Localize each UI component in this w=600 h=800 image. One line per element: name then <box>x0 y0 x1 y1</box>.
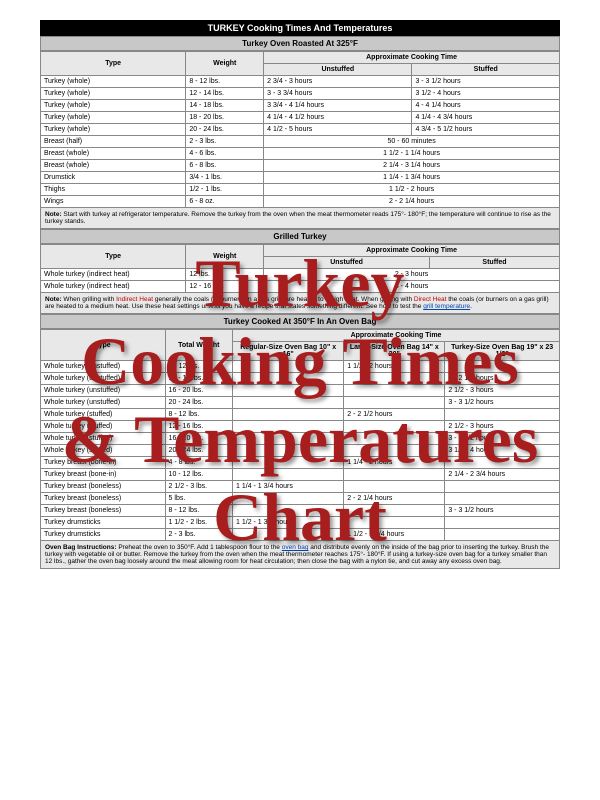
table-row: Whole turkey (stuffed)16 - 20 lbs.3 - 3 … <box>41 433 560 445</box>
s2-note-row: Note: When grilling with Indirect Heat g… <box>41 293 560 314</box>
s1-note-row: Note: Start with turkey at refrigerator … <box>41 208 560 229</box>
table-row: Whole turkey (stuffed)20 - 24 lbs.3 1/2 … <box>41 445 560 457</box>
section1-title: Turkey Oven Roasted At 325°F <box>40 36 560 51</box>
table-row: Breast (whole)6 - 8 lbs.2 1/4 - 3 1/4 ho… <box>41 160 560 172</box>
table-row: Turkey breast (boneless)2 1/2 - 3 lbs.1 … <box>41 481 560 493</box>
table-row: Whole turkey (stuffed)8 - 12 lbs.2 - 2 1… <box>41 409 560 421</box>
s2-unstuffed-header: Unstuffed <box>264 257 430 269</box>
table-row: Whole turkey (indirect heat)12 lbs.2 - 3… <box>41 269 560 281</box>
table-row: Thighs1/2 - 1 lbs.1 1/2 - 2 hours <box>41 184 560 196</box>
table-row: Turkey (whole)18 - 20 lbs.4 1/4 - 4 1/2 … <box>41 112 560 124</box>
s3-time-header: Approximate Cooking Time <box>233 330 560 342</box>
table-row: Turkey (whole)20 - 24 lbs.4 1/2 - 5 hour… <box>41 124 560 136</box>
table-row: Turkey (whole)8 - 12 lbs.2 3/4 - 3 hours… <box>41 76 560 88</box>
table-row: Turkey breast (bone-in)4 - 8 lbs.1 1/4 -… <box>41 457 560 469</box>
s3-weight-header: Total Weight <box>165 330 232 361</box>
s3-note-row: Oven Bag Instructions: Preheat the oven … <box>41 541 560 569</box>
table-row: Turkey breast (boneless)8 - 12 lbs.3 - 3… <box>41 505 560 517</box>
table-row: Breast (half)2 - 3 lbs.50 - 60 minutes <box>41 136 560 148</box>
s3-type-header: Type <box>41 330 166 361</box>
grill-temp-link[interactable]: grill temperature <box>423 303 470 310</box>
table-row: Whole turkey (indirect heat)12 - 16 lbs.… <box>41 281 560 293</box>
s3-reg-header: Regular-Size Oven Bag 10" x 16" <box>233 342 344 361</box>
s1-type-header: Type <box>41 52 186 76</box>
section1-table: Type Weight Approximate Cooking Time Uns… <box>40 51 560 229</box>
s2-note-label: Note: <box>45 296 62 303</box>
table-row: Whole turkey (unstuffed)8 - 12 lbs.1 1/2… <box>41 361 560 373</box>
table-row: Turkey drumsticks2 - 3 lbs.1 1/2 - 1 3/4… <box>41 529 560 541</box>
s2-type-header: Type <box>41 245 186 269</box>
table-row: Turkey breast (bone-in)10 - 12 lbs.2 1/4… <box>41 469 560 481</box>
table-row: Whole turkey (unstuffed)20 - 24 lbs.3 - … <box>41 397 560 409</box>
s2-time-header: Approximate Cooking Time <box>264 245 560 257</box>
s2-weight-header: Weight <box>186 245 264 269</box>
table-row: Breast (whole)4 - 6 lbs.1 1/2 - 1 1/4 ho… <box>41 148 560 160</box>
oven-bag-link[interactable]: oven bag <box>282 544 309 551</box>
table-row: Turkey drumsticks1 1/2 - 2 lbs.1 1/2 - 1… <box>41 517 560 529</box>
section3-table: Type Total Weight Approximate Cooking Ti… <box>40 329 560 569</box>
s1-time-header: Approximate Cooking Time <box>264 52 560 64</box>
table-row: Drumstick3/4 - 1 lbs.1 1/4 - 1 3/4 hours <box>41 172 560 184</box>
s1-note-text: Start with turkey at refrigerator temper… <box>45 211 551 225</box>
s1-note-label: Note: <box>45 211 62 218</box>
table-row: Turkey (whole)12 - 14 lbs.3 - 3 3/4 hour… <box>41 88 560 100</box>
table-row: Whole turkey (unstuffed)12 - 16 lbs.2 - … <box>41 373 560 385</box>
page-content: TURKEY Cooking Times And Temperatures Tu… <box>0 0 600 589</box>
s1-weight-header: Weight <box>186 52 264 76</box>
s3-turkey-header: Turkey-Size Oven Bag 19" x 23 1/2" <box>445 342 560 361</box>
s1-unstuffed-header: Unstuffed <box>264 64 412 76</box>
section2-table: Type Weight Approximate Cooking Time Uns… <box>40 244 560 314</box>
s3-large-header: Large-Size Oven Bag 14" x 20" <box>344 342 445 361</box>
section2-title: Grilled Turkey <box>40 229 560 244</box>
s1-stuffed-header: Stuffed <box>412 64 560 76</box>
section3-title: Turkey Cooked At 350°F In An Oven Bag <box>40 314 560 329</box>
table-row: Turkey (whole)14 - 18 lbs.3 3/4 - 4 1/4 … <box>41 100 560 112</box>
table-row: Turkey breast (boneless)5 lbs.2 - 2 1/4 … <box>41 493 560 505</box>
table-row: Wings6 - 8 oz.2 - 2 1/4 hours <box>41 196 560 208</box>
main-title: TURKEY Cooking Times And Temperatures <box>40 20 560 36</box>
s2-stuffed-header: Stuffed <box>429 257 559 269</box>
table-row: Whole turkey (unstuffed)16 - 20 lbs.2 1/… <box>41 385 560 397</box>
table-row: Whole turkey (stuffed)12 - 16 lbs.2 1/2 … <box>41 421 560 433</box>
s3-note-label: Oven Bag Instructions: <box>45 544 117 551</box>
